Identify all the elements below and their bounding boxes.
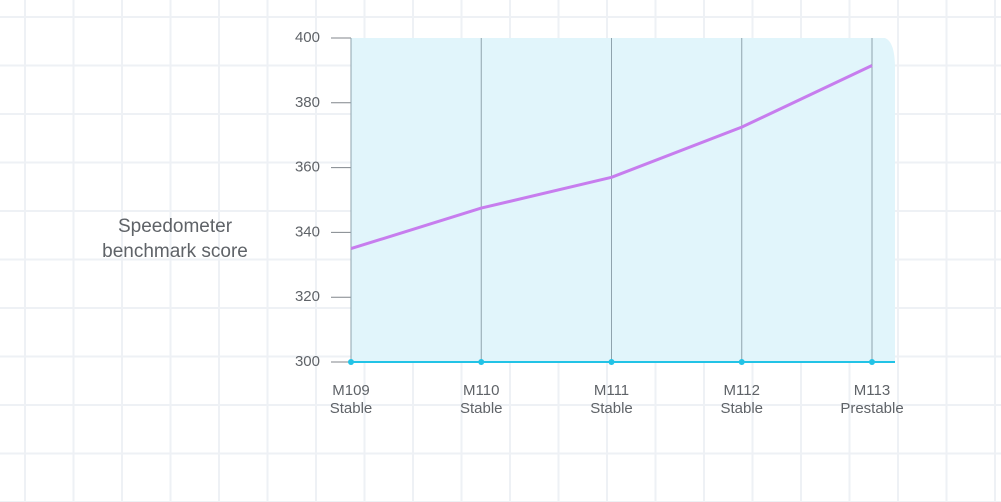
x-tick-label: Stable	[330, 400, 373, 417]
x-tick-label: Prestable	[840, 400, 903, 417]
x-tick-label: M110	[463, 382, 499, 399]
x-tick-label: M111	[594, 382, 629, 399]
y-tick-label: 340	[295, 223, 320, 240]
y-tick-label: 300	[295, 353, 320, 370]
x-tick-label: M112	[724, 382, 760, 399]
y-tick-label: 380	[295, 94, 320, 111]
x-tick-label: M109	[332, 382, 370, 399]
y-tick-label: 400	[295, 29, 320, 46]
y-axis-label: benchmark score	[102, 241, 248, 262]
x-axis-dot	[869, 359, 875, 365]
plot-area	[351, 38, 895, 362]
x-axis-dot	[608, 359, 615, 365]
y-tick-label: 360	[295, 159, 320, 176]
x-axis-dot	[738, 359, 745, 365]
y-axis-label: Speedometer	[118, 216, 233, 237]
x-axis-dot	[348, 359, 354, 365]
x-tick-label: M113	[854, 382, 890, 399]
x-tick-label: Stable	[460, 400, 503, 417]
y-tick-label: 320	[295, 288, 320, 305]
x-tick-label: Stable	[590, 400, 633, 417]
x-tick-label: Stable	[720, 400, 763, 417]
x-axis-dot	[478, 359, 485, 365]
series-line	[350, 64, 873, 251]
